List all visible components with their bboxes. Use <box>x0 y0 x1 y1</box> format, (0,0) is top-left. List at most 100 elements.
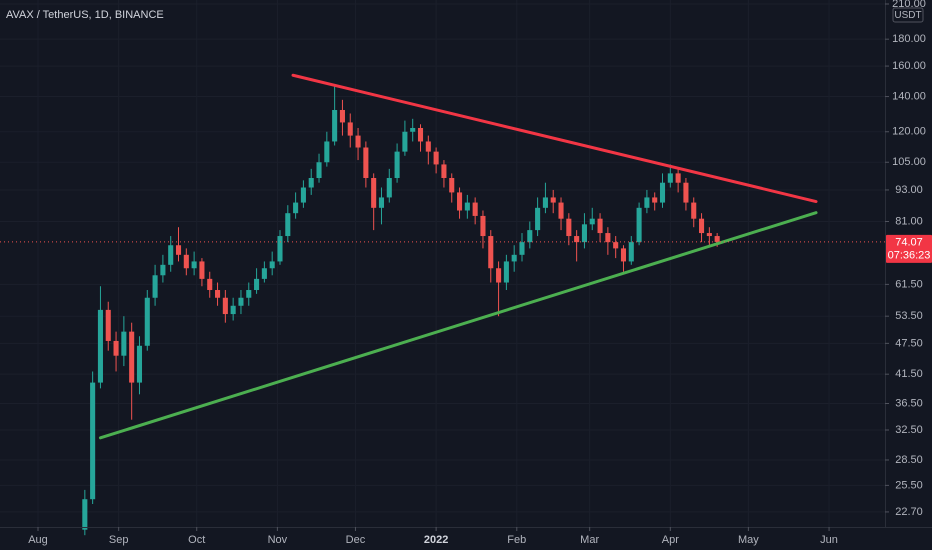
candle-body <box>82 499 88 530</box>
candle-body <box>550 197 556 203</box>
candle-body <box>496 268 502 283</box>
candle-body <box>363 147 369 178</box>
y-tick-label: 53.50 <box>895 310 923 322</box>
candle-body <box>97 309 103 383</box>
candle-body <box>300 187 306 203</box>
candle-body <box>347 122 353 136</box>
candle-body <box>105 309 111 341</box>
y-tick-label: 140.00 <box>892 90 926 102</box>
candle-body <box>628 242 634 262</box>
y-tick-label: 47.50 <box>895 337 923 349</box>
candle-body <box>511 254 517 262</box>
x-tick-label: Mar <box>580 534 599 546</box>
x-tick-label: Feb <box>507 534 526 546</box>
candle-body <box>589 218 595 225</box>
x-tick-label: Aug <box>28 534 48 546</box>
candle-body <box>136 345 143 383</box>
candle-body <box>261 268 267 279</box>
candle-body <box>222 297 228 315</box>
y-tick-label: 36.50 <box>895 397 923 409</box>
x-tick-label: Oct <box>188 534 205 546</box>
candle-body <box>691 202 697 219</box>
y-tick-label: 25.50 <box>895 479 923 491</box>
candle-body <box>199 261 205 279</box>
candle-body <box>613 242 619 249</box>
candle-body <box>699 218 705 234</box>
marks <box>0 73 885 536</box>
trend-line <box>291 73 818 204</box>
candle-body <box>378 197 385 208</box>
candle-body <box>355 135 361 148</box>
y-tick-label: 28.50 <box>895 454 923 466</box>
last-price-box <box>886 234 932 263</box>
y-tick-label: 81.00 <box>895 215 923 227</box>
y-tick-label: 41.50 <box>895 368 923 380</box>
candle-body <box>675 173 681 183</box>
candle-body <box>417 127 424 142</box>
candle-body <box>519 242 525 255</box>
x-tick-label: Sep <box>109 534 129 546</box>
candle-body <box>449 177 455 193</box>
candle-body <box>410 127 416 132</box>
candle-body <box>175 245 182 255</box>
candle-body <box>332 109 338 142</box>
x-tick-label: Jun <box>820 534 838 546</box>
currency-label: USDT <box>894 10 921 21</box>
y-tick-label: 105.00 <box>892 156 926 168</box>
y-tick-label: 93.00 <box>895 184 923 196</box>
candle-body <box>285 213 291 237</box>
candle-body <box>542 197 548 208</box>
candle-body <box>535 207 541 231</box>
candle-body <box>371 177 377 208</box>
candle-body <box>277 236 283 262</box>
candle-body <box>714 236 720 242</box>
candle-body <box>472 202 478 216</box>
candle-body <box>339 109 345 123</box>
candle-body <box>636 207 642 243</box>
candle-body <box>238 297 244 306</box>
candle-body <box>246 290 252 298</box>
candle-body <box>402 131 408 152</box>
candle-body <box>316 162 322 178</box>
candle-body <box>308 177 314 188</box>
candle-body <box>581 224 587 243</box>
y-tick-label: 22.70 <box>895 506 923 518</box>
candle-body <box>160 264 166 276</box>
candle-body <box>566 218 572 237</box>
y-tick-label: 180.00 <box>892 33 926 45</box>
trend-line <box>98 211 818 440</box>
candle-body <box>706 233 712 237</box>
candle-body <box>215 290 221 298</box>
x-tick-label: Nov <box>268 534 288 546</box>
candle-body <box>113 340 119 356</box>
x-tick-label: Dec <box>346 534 366 546</box>
candle-body <box>254 278 260 291</box>
candle-body <box>191 261 197 269</box>
candle-body <box>230 305 236 315</box>
candle-body <box>183 254 189 269</box>
x-tick-label: 2022 <box>424 534 448 546</box>
candle-body <box>652 197 658 203</box>
candle-body <box>293 202 299 214</box>
chart-title: AVAX / TetherUS, 1D, BINANCE <box>6 9 164 21</box>
x-tick-label: Apr <box>662 534 679 546</box>
candle-body <box>152 275 158 298</box>
candle-body <box>433 151 439 165</box>
candle-body <box>605 233 611 243</box>
candle-body <box>425 141 431 152</box>
candle-body <box>90 382 96 500</box>
candle-body <box>457 192 463 211</box>
candle-body <box>597 218 603 234</box>
candle-body <box>207 278 213 291</box>
candle-body <box>683 182 689 203</box>
y-tick-label: 61.50 <box>895 278 923 290</box>
candle-body <box>558 202 564 219</box>
y-tick-label: 160.00 <box>892 60 926 72</box>
grid <box>0 0 885 527</box>
currency-box <box>892 7 924 23</box>
candle-body <box>121 331 127 356</box>
candle-body <box>129 331 135 383</box>
